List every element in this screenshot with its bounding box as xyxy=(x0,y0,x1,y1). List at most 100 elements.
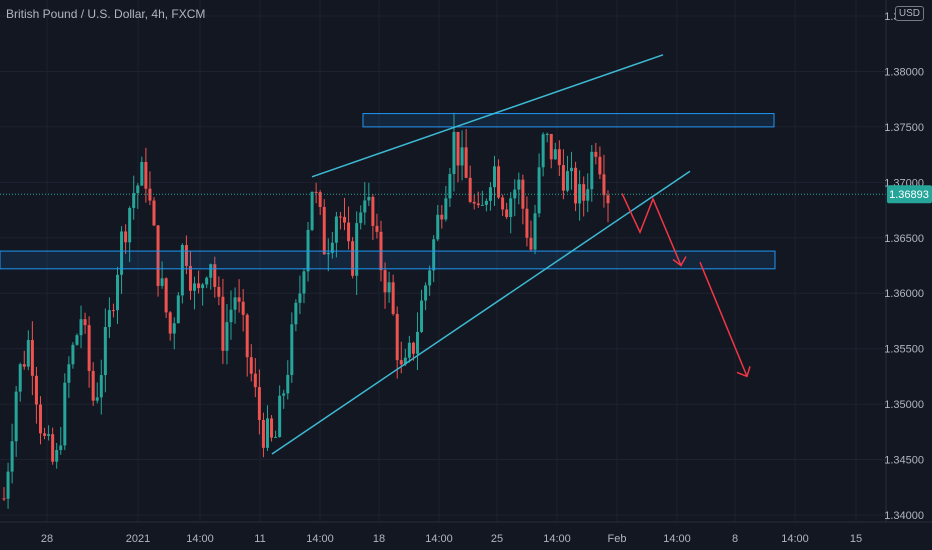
candle-body xyxy=(103,326,107,376)
candle-body xyxy=(582,184,586,201)
price-tick-label: 1.37500 xyxy=(884,122,924,134)
candle-body xyxy=(184,245,188,266)
candle-body xyxy=(529,237,533,250)
candle-body xyxy=(261,419,265,448)
price-tick-label: 1.36500 xyxy=(884,233,924,245)
candle-body xyxy=(217,286,221,297)
time-scale[interactable] xyxy=(0,522,932,550)
time-tick-label: 18 xyxy=(373,533,385,545)
candle-body xyxy=(395,313,399,361)
candle-body xyxy=(590,151,594,190)
candle-body xyxy=(168,312,172,334)
candle-body xyxy=(278,395,282,437)
candle-body xyxy=(488,187,492,201)
candle-body xyxy=(265,418,269,448)
candle-body xyxy=(497,166,501,198)
candle-body xyxy=(561,165,565,191)
candle-body xyxy=(525,208,529,238)
candle-body xyxy=(249,357,253,374)
resistance-zone[interactable] xyxy=(362,113,775,128)
currency-button[interactable]: USD xyxy=(894,6,924,21)
time-axis-labels: 28 2021 14:00 11 14:00 18 14:00 25 14:00 Feb 14:00… xyxy=(41,533,862,545)
candle-body xyxy=(407,342,411,358)
candle-body xyxy=(140,161,144,186)
price-scale[interactable] xyxy=(886,0,932,522)
annotations xyxy=(0,54,886,455)
candle-body xyxy=(338,216,342,218)
candle-body xyxy=(213,264,217,287)
candle-body xyxy=(18,364,22,392)
candle-body xyxy=(436,214,440,240)
candle-body xyxy=(136,185,140,194)
support-zone[interactable] xyxy=(0,250,776,270)
candle-body xyxy=(318,192,322,207)
wedge-upper-trendline[interactable] xyxy=(311,54,664,178)
candle-body xyxy=(383,270,387,293)
candle-body xyxy=(241,301,245,315)
candle-body xyxy=(253,373,257,388)
current-price-label: 1.36893 xyxy=(887,185,932,204)
time-tick-label: 2021 xyxy=(126,533,150,545)
time-tick-label: 25 xyxy=(491,533,503,545)
price-tick-label: 1.35000 xyxy=(884,399,924,411)
projection-arrowhead xyxy=(672,256,687,267)
candle-body xyxy=(124,231,128,243)
projection-arrowhead xyxy=(736,366,751,378)
candle-body xyxy=(448,174,452,199)
candle-body xyxy=(51,434,55,462)
wedge-lower-trendline[interactable] xyxy=(271,170,691,455)
candle-body xyxy=(128,207,132,243)
candle-body xyxy=(172,323,176,334)
candle-body xyxy=(290,324,294,375)
candle-body xyxy=(602,174,606,196)
candle-body xyxy=(557,149,561,166)
grid xyxy=(0,0,886,522)
candle-body xyxy=(411,342,415,354)
projection-path[interactable] xyxy=(621,193,682,266)
candle-body xyxy=(606,195,610,204)
candle-body xyxy=(322,206,326,255)
candle-body xyxy=(99,375,103,398)
candle-body xyxy=(47,434,51,436)
candle-body xyxy=(22,364,26,367)
price-tick-label: 1.38000 xyxy=(884,66,924,78)
candle-body xyxy=(59,445,63,451)
projection-arrow[interactable] xyxy=(699,261,748,377)
time-tick-label: 11 xyxy=(254,533,265,545)
candle-body xyxy=(180,245,184,296)
candle-body xyxy=(509,198,513,218)
candle-body xyxy=(334,216,338,243)
candle-body xyxy=(286,374,290,394)
candle-body xyxy=(541,134,545,168)
candle-body xyxy=(310,191,314,230)
candle-body xyxy=(598,156,602,175)
candle-body xyxy=(549,133,553,160)
candle-body xyxy=(347,222,351,242)
candle-body xyxy=(476,203,480,206)
candle-body xyxy=(428,270,432,286)
candle-body xyxy=(574,167,578,204)
candle-body xyxy=(415,331,419,354)
candle-body xyxy=(79,319,83,336)
candle-body xyxy=(83,319,87,326)
candle-body xyxy=(107,310,111,327)
candle-body xyxy=(367,196,371,201)
candle-body xyxy=(464,147,468,178)
candle-body xyxy=(209,264,213,278)
candle-body xyxy=(55,450,59,462)
candle-body xyxy=(71,344,75,365)
candle-body xyxy=(537,167,541,214)
candle-body xyxy=(472,201,476,204)
candle-body xyxy=(545,133,549,135)
candle-body xyxy=(193,283,197,291)
candle-body xyxy=(116,274,120,311)
candle-body xyxy=(294,302,298,325)
candle-body xyxy=(586,189,590,201)
candle-body xyxy=(75,335,79,345)
candle-body xyxy=(359,212,363,224)
candle-body xyxy=(95,397,99,401)
candle-body xyxy=(144,161,148,189)
candle-body xyxy=(456,131,460,166)
time-tick-label: 28 xyxy=(41,533,53,545)
